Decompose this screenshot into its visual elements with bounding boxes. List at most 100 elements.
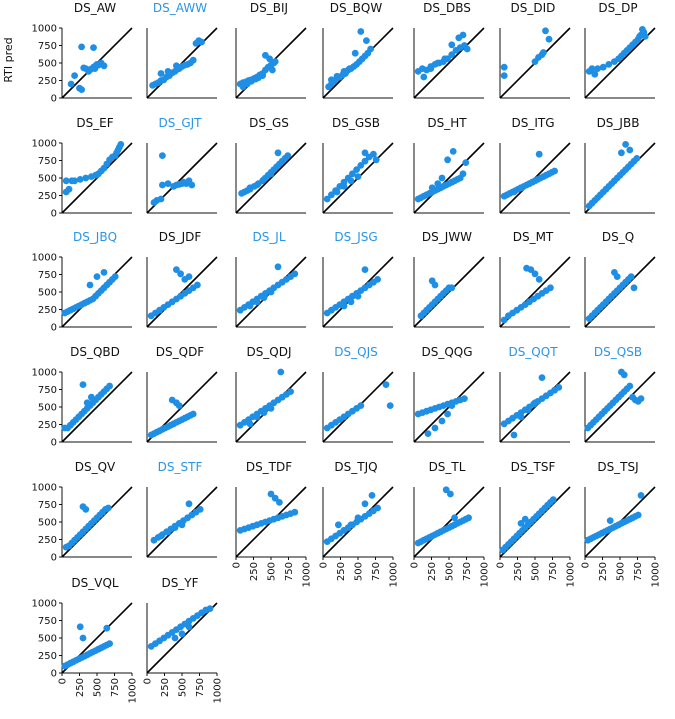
panel-title: DS_DID xyxy=(511,1,556,15)
data-point xyxy=(637,395,645,402)
x-tick-label: 500 xyxy=(267,562,278,581)
panel-title: DS_TJQ xyxy=(334,460,377,474)
data-point xyxy=(438,417,446,425)
data-point xyxy=(157,195,165,203)
identity-line xyxy=(61,371,133,443)
data-point xyxy=(188,181,196,189)
data-point xyxy=(157,532,165,540)
y-tick-label: 500 xyxy=(38,59,57,70)
x-tick-label: 1000 xyxy=(566,562,577,587)
data-point xyxy=(428,184,436,192)
data-point xyxy=(361,149,369,157)
data-point xyxy=(82,506,90,513)
data-point xyxy=(510,431,518,439)
panel-ds-dp: DS_DP xyxy=(584,1,656,99)
data-point xyxy=(79,634,87,642)
panel-ds-jbq: DS_JBQ 0 250 500 750 1000 xyxy=(32,230,133,334)
data-point xyxy=(531,399,539,407)
data-point xyxy=(542,27,549,35)
panel-ds-stf: DS_STF xyxy=(146,460,218,558)
panel-ds-jl: DS_JL xyxy=(235,230,307,328)
data-point xyxy=(253,181,261,189)
x-tick-label: 0 xyxy=(143,678,154,684)
data-point xyxy=(386,402,394,409)
x-tick-label: 250 xyxy=(75,678,86,697)
panel-title: DS_YF xyxy=(161,576,198,590)
data-point xyxy=(545,35,553,43)
panel-ds-itg: DS_ITG xyxy=(499,116,571,214)
panel-title: DS_GS xyxy=(249,116,289,130)
identity-line xyxy=(146,602,218,674)
data-point xyxy=(361,500,369,508)
y-tick-label: 750 xyxy=(38,270,57,281)
panel-title: DS_QBD xyxy=(70,345,120,359)
data-point xyxy=(83,399,91,407)
panel-ds-mt: DS_MT xyxy=(499,230,571,328)
panel-ds-jsg: DS_JSG xyxy=(322,230,394,328)
y-tick-label: 750 xyxy=(38,41,57,52)
data-point xyxy=(246,302,254,310)
panel-title: DS_Q xyxy=(602,230,634,244)
panel-title: DS_JDF xyxy=(159,230,202,244)
data-point xyxy=(79,381,87,388)
data-point xyxy=(159,152,166,160)
panel-ds-dbs: DS_DBS xyxy=(413,1,485,99)
data-point xyxy=(354,292,362,300)
panel-title: DS_ITG xyxy=(511,116,554,130)
data-point xyxy=(260,294,268,301)
data-point xyxy=(434,180,442,188)
x-tick-label: 0 xyxy=(496,562,507,568)
x-tick-label: 0 xyxy=(319,562,330,568)
panel-title: DS_VQL xyxy=(71,576,119,590)
panel-ds-qdf: DS_QDF xyxy=(146,345,218,443)
data-point xyxy=(633,155,641,162)
data-point xyxy=(591,70,599,78)
panel-ds-jww: DS_JWW xyxy=(413,230,485,328)
data-point xyxy=(465,514,472,522)
data-point xyxy=(159,181,166,189)
panel-title: DS_QV xyxy=(75,460,116,474)
panel-title: DS_GSB xyxy=(332,116,380,130)
panel-title: DS_JSG xyxy=(334,230,377,244)
data-point xyxy=(555,384,563,391)
panel-ds-qqg: DS_QQG xyxy=(413,345,485,443)
data-point xyxy=(347,298,355,306)
data-point xyxy=(510,188,518,196)
data-point xyxy=(449,148,457,155)
panel-ds-ht: DS_HT xyxy=(413,116,485,214)
panel-title: DS_TL xyxy=(429,460,466,474)
panel-ds-tsj: DS_TSJ 0 250 500 750 1000 xyxy=(581,460,662,587)
data-point xyxy=(291,508,299,516)
data-point xyxy=(253,413,261,421)
panel-ds-bqw: DS_BQW xyxy=(322,1,394,99)
y-tick-label: 0 xyxy=(51,209,57,220)
x-tick-label: 750 xyxy=(110,678,121,697)
y-tick-label: 1000 xyxy=(32,483,57,494)
data-point xyxy=(246,184,254,192)
data-point xyxy=(374,504,381,512)
data-point xyxy=(431,424,439,432)
data-point xyxy=(346,65,353,72)
data-point xyxy=(357,402,365,409)
x-tick-label: 500 xyxy=(354,562,365,581)
identity-line xyxy=(146,27,218,99)
panel-title: DS_DBS xyxy=(423,1,471,15)
y-tick-label: 1000 xyxy=(32,24,57,35)
panel-title: DS_BQW xyxy=(330,1,383,15)
data-point xyxy=(349,170,356,178)
data-point xyxy=(549,496,557,503)
data-point xyxy=(175,402,183,409)
data-point xyxy=(461,395,468,402)
panel-title: DS_HT xyxy=(427,116,467,130)
data-point xyxy=(171,524,179,531)
data-point xyxy=(448,51,456,58)
data-point xyxy=(448,41,456,49)
data-point xyxy=(538,374,546,381)
data-point xyxy=(340,183,348,190)
data-point xyxy=(434,59,442,67)
data-point xyxy=(420,73,428,81)
data-point xyxy=(267,405,275,412)
data-point xyxy=(78,43,85,51)
data-point xyxy=(524,406,532,414)
data-point xyxy=(82,174,90,182)
